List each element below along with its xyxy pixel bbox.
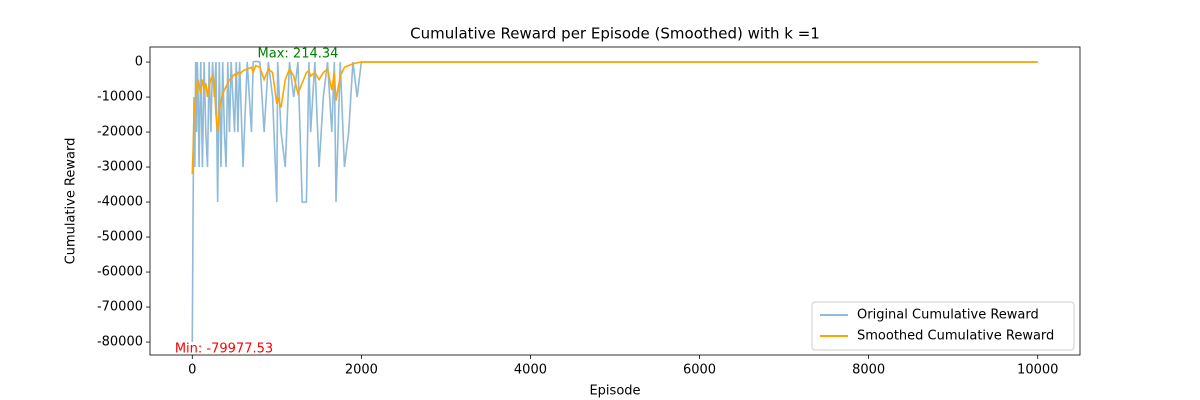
x-tick-label: 6000 xyxy=(683,363,716,378)
y-tick-label: -80000 xyxy=(97,335,143,350)
y-tick-label: -50000 xyxy=(97,230,143,245)
data-line xyxy=(191,61,1038,175)
x-tick-label: 8000 xyxy=(852,363,885,378)
annotation: Max: 214.34 xyxy=(258,47,339,62)
y-tick-label: -60000 xyxy=(97,265,143,280)
y-tick-label: -10000 xyxy=(97,90,143,105)
x-axis-label: Episode xyxy=(589,384,640,399)
legend-label: Smoothed Cumulative Reward xyxy=(857,329,1054,344)
y-tick-label: -40000 xyxy=(97,195,143,210)
y-tick-label: -30000 xyxy=(97,160,143,175)
legend-box xyxy=(811,301,1075,351)
data-line xyxy=(191,60,1038,342)
y-tick-label: -20000 xyxy=(97,125,143,140)
legend-label: Original Cumulative Reward xyxy=(857,308,1039,323)
plot-frame xyxy=(149,46,1081,356)
y-tick-label: -70000 xyxy=(97,300,143,315)
legend: Original Cumulative Reward Smoothed Cumul… xyxy=(811,301,1075,351)
y-tick-label: 0 xyxy=(135,55,143,70)
x-tick-label: 10000 xyxy=(1017,363,1058,378)
x-tick-label: 2000 xyxy=(345,363,378,378)
annotation: Min: -79977.53 xyxy=(175,342,273,357)
x-tick-label: 0 xyxy=(188,363,196,378)
chart-title: Cumulative Reward per Episode (Smoothed)… xyxy=(410,25,820,43)
y-axis-label: Cumulative Reward xyxy=(64,138,79,265)
x-tick-label: 4000 xyxy=(514,363,547,378)
